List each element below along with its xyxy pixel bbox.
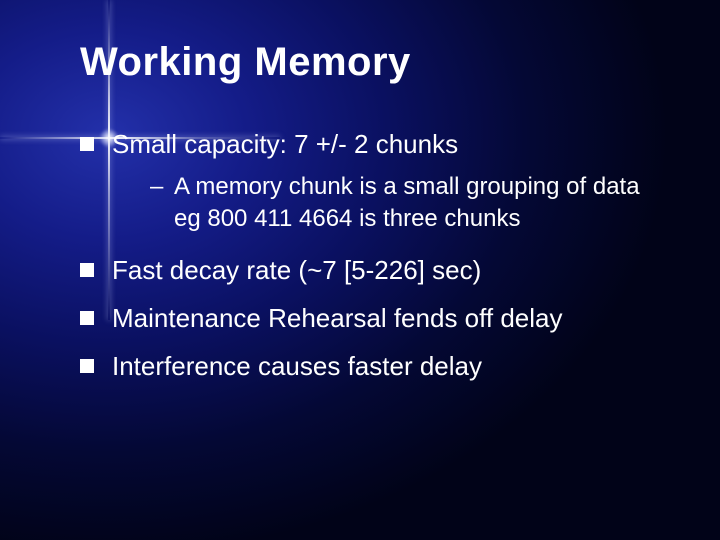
slide-title: Working Memory: [80, 40, 660, 85]
bullet-text: Interference causes faster delay: [112, 351, 482, 381]
square-bullet-icon: [80, 263, 94, 277]
square-bullet-icon: [80, 359, 94, 373]
dash-bullet-icon: –: [150, 171, 163, 203]
bullet-item: Small capacity: 7 +/- 2 chunks – A memor…: [80, 127, 660, 235]
bullet-text: Maintenance Rehearsal fends off delay: [112, 303, 562, 333]
bullet-item: Fast decay rate (~7 [5-226] sec): [80, 253, 660, 287]
sub-bullet-item: – A memory chunk is a small grouping of …: [112, 171, 660, 234]
square-bullet-icon: [80, 137, 94, 151]
bullet-list: Small capacity: 7 +/- 2 chunks – A memor…: [80, 127, 660, 384]
slide: Working Memory Small capacity: 7 +/- 2 c…: [0, 0, 720, 540]
bullet-text: Small capacity: 7 +/- 2 chunks: [112, 129, 458, 159]
bullet-text: Fast decay rate (~7 [5-226] sec): [112, 255, 481, 285]
square-bullet-icon: [80, 311, 94, 325]
slide-content: Working Memory Small capacity: 7 +/- 2 c…: [0, 0, 720, 540]
sub-bullet-list: – A memory chunk is a small grouping of …: [112, 171, 660, 234]
sub-bullet-text: A memory chunk is a small grouping of da…: [174, 173, 640, 232]
bullet-item: Interference causes faster delay: [80, 349, 660, 383]
bullet-item: Maintenance Rehearsal fends off delay: [80, 301, 660, 335]
